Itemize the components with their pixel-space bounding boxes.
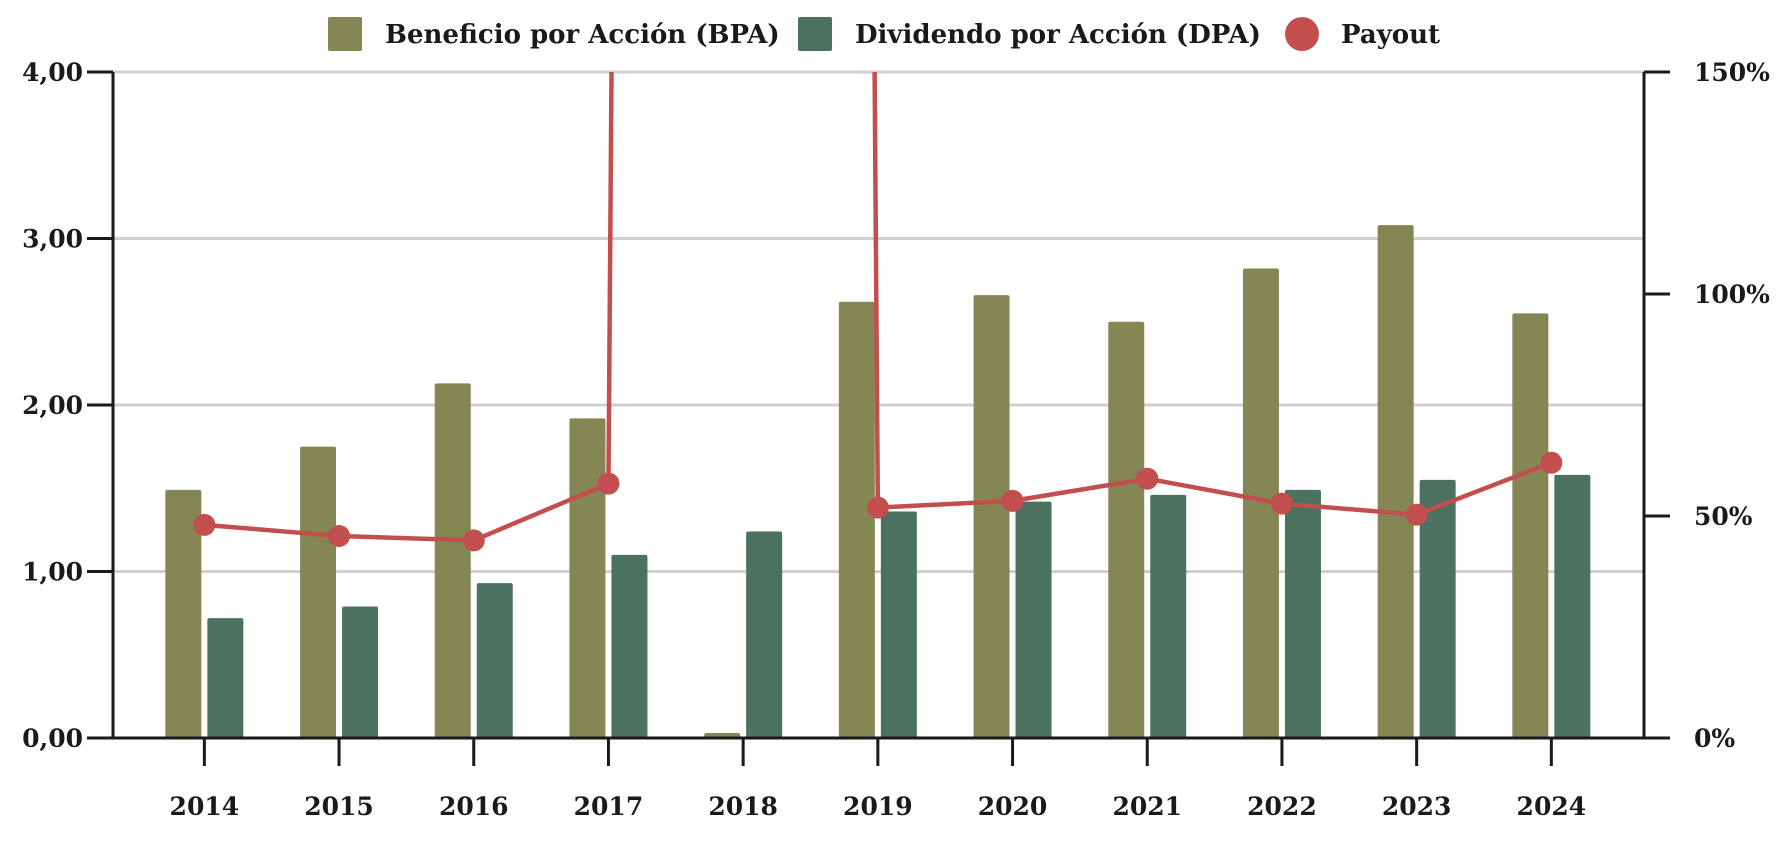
payout-point — [1405, 503, 1428, 526]
x-axis-tick-label: 2017 — [574, 792, 644, 821]
dpa-bar — [1419, 479, 1456, 738]
left-axis-tick-label: 2,00 — [22, 391, 83, 420]
legend-payout-label: Payout — [1341, 20, 1440, 50]
legend-dpa-swatch — [798, 17, 832, 51]
legend-payout-swatch — [1285, 17, 1319, 51]
payout-point — [1540, 451, 1563, 474]
x-axis-tick-label: 2014 — [170, 792, 240, 821]
right-axis-tick-label: 150% — [1694, 58, 1770, 87]
dpa-bar — [1015, 501, 1052, 738]
payout-point — [597, 472, 620, 495]
bpa-bar — [300, 446, 337, 738]
dpa-bar — [342, 606, 379, 738]
left-axis-tick-label: 1,00 — [22, 558, 83, 587]
x-axis-tick-label: 2018 — [708, 792, 778, 821]
dpa-bar — [880, 511, 917, 738]
payout-point — [1001, 489, 1024, 512]
dpa-bar — [1150, 494, 1187, 738]
x-axis-tick-label: 2020 — [978, 792, 1048, 821]
left-axis-tick-label: 0,00 — [22, 724, 83, 753]
dpa-bar — [1284, 489, 1321, 738]
dpa-bar — [207, 618, 244, 738]
bpa-bar — [1377, 225, 1414, 738]
bpa-bar — [165, 489, 202, 738]
bpa-bar — [569, 418, 606, 738]
x-axis-tick-label: 2015 — [304, 792, 374, 821]
x-axis-tick-label: 2022 — [1247, 792, 1317, 821]
right-axis-tick-label: 100% — [1694, 280, 1770, 309]
bpa-bar — [1242, 268, 1279, 738]
left-axis-tick-label: 3,00 — [22, 225, 83, 254]
x-axis-tick-label: 2021 — [1112, 792, 1182, 821]
right-axis-tick-label: 0% — [1694, 724, 1735, 753]
payout-line — [204, 72, 1553, 543]
right-axis-tick-label: 50% — [1694, 502, 1753, 531]
payout-point — [193, 513, 216, 536]
payout-point — [1136, 467, 1159, 490]
bpa-bar — [1512, 313, 1549, 738]
bpa-bar — [838, 301, 875, 738]
x-axis-tick-label: 2016 — [439, 792, 509, 821]
payout-point — [462, 529, 485, 552]
payout-point — [866, 496, 889, 519]
x-axis-tick-label: 2024 — [1517, 792, 1587, 821]
x-axis-tick-label: 2023 — [1382, 792, 1452, 821]
bpa-bar — [434, 383, 471, 738]
legend-bpa-swatch — [328, 17, 362, 51]
dpa-bar — [611, 554, 648, 738]
payout-point — [1270, 492, 1293, 515]
dpa-bar — [1554, 474, 1591, 738]
bpa-bar — [973, 295, 1010, 738]
legend-bpa-label: Beneficio por Acción (BPA) — [385, 20, 780, 50]
dpa-bar — [746, 531, 783, 738]
dpa-bar — [476, 583, 513, 738]
payout-point — [328, 524, 351, 547]
x-axis-tick-label: 2019 — [843, 792, 913, 821]
legend-dpa-label: Dividendo por Acción (DPA) — [855, 20, 1261, 50]
bpa-bar — [1108, 321, 1145, 738]
left-axis-tick-label: 4,00 — [22, 58, 83, 87]
legend: Beneficio por Acción (BPA) Dividendo por … — [328, 17, 1440, 51]
